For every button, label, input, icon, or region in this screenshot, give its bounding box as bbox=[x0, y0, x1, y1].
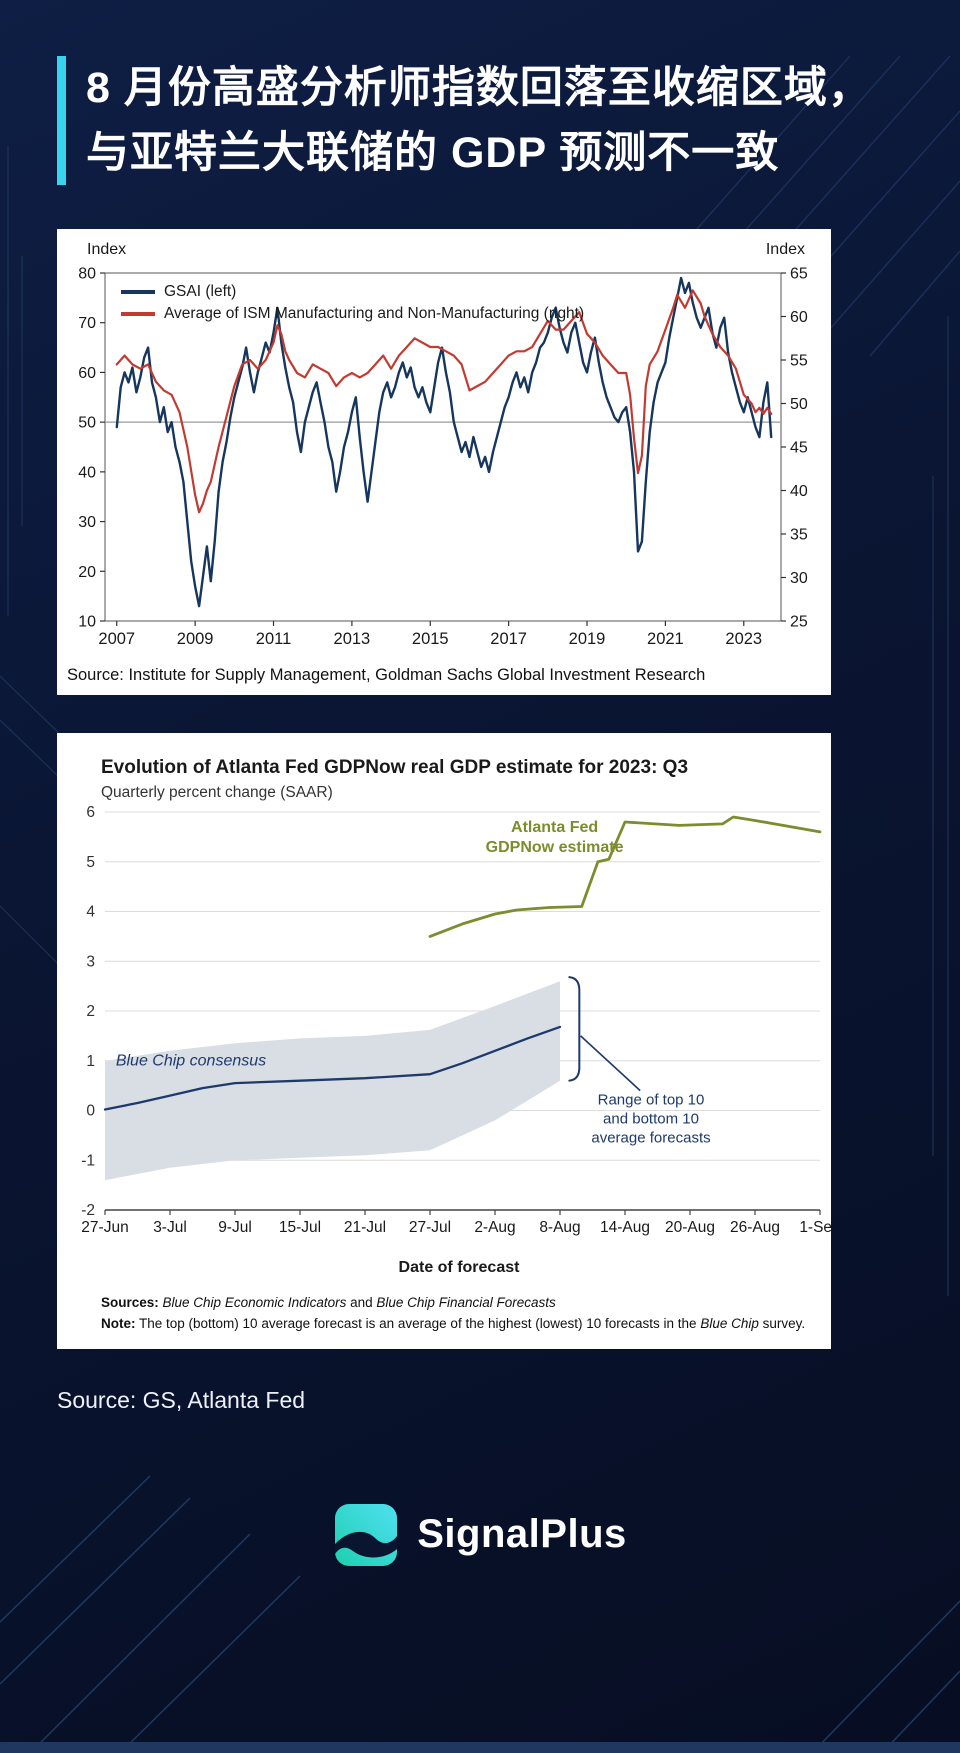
page-title: 8 月份高盛分析师指数回落至收缩区域， 与亚特兰大联储的 GDP 预测不一致 bbox=[86, 56, 872, 185]
headline: 8 月份高盛分析师指数回落至收缩区域， 与亚特兰大联储的 GDP 预测不一致 bbox=[57, 56, 920, 185]
note-text-1: The top (bottom) 10 average forecast is … bbox=[135, 1315, 701, 1331]
note-text-2: survey. bbox=[758, 1315, 806, 1331]
note-italic: Blue Chip bbox=[700, 1315, 759, 1331]
svg-text:80: 80 bbox=[78, 266, 96, 283]
svg-text:2019: 2019 bbox=[569, 630, 606, 648]
sources-italic-2: Blue Chip Financial Forecasts bbox=[376, 1295, 556, 1310]
svg-text:20-Aug: 20-Aug bbox=[665, 1219, 715, 1236]
gdpnow-x-axis-label: Date of forecast bbox=[398, 1259, 520, 1276]
page-title-line-1: 8 月份高盛分析师指数回落至收缩区域， bbox=[86, 64, 872, 112]
chart-legend: GSAI (left) Average of ISM Manufacturing… bbox=[121, 283, 584, 323]
svg-text:-2: -2 bbox=[81, 1202, 95, 1219]
sources-label: Sources: bbox=[101, 1295, 159, 1310]
svg-text:50: 50 bbox=[790, 396, 808, 413]
svg-text:1-Sep: 1-Sep bbox=[799, 1219, 831, 1236]
svg-text:0: 0 bbox=[86, 1103, 95, 1120]
svg-text:2: 2 bbox=[86, 1003, 95, 1020]
svg-text:2009: 2009 bbox=[177, 630, 214, 648]
gsai-chart-area: 80 70 60 50 40 30 20 10 65 60 55 50 45 40 35 30 25 2007 20… bbox=[57, 259, 831, 660]
gdpnow-chart-title: Evolution of Atlanta Fed GDPNow real GDP… bbox=[101, 757, 689, 778]
legend-label-gsai: GSAI (left) bbox=[164, 283, 237, 300]
chart-panel-gsai: Index Index 80 70 60 50 40 30 20 10 65 60 55 50 45 40… bbox=[57, 229, 831, 695]
svg-text:1: 1 bbox=[86, 1053, 95, 1070]
ism-line-swatch bbox=[121, 312, 155, 316]
legend-label-ism: Average of ISM Manufacturing and Non-Man… bbox=[164, 305, 585, 322]
svg-text:45: 45 bbox=[790, 440, 808, 457]
signalplus-logo-icon bbox=[335, 1503, 398, 1566]
svg-text:5: 5 bbox=[86, 854, 95, 871]
svg-text:3: 3 bbox=[86, 953, 95, 970]
svg-text:2021: 2021 bbox=[647, 630, 684, 648]
svg-text:2023: 2023 bbox=[725, 630, 762, 648]
svg-text:and bottom 10: and bottom 10 bbox=[603, 1111, 699, 1128]
svg-text:2017: 2017 bbox=[490, 630, 527, 648]
gdpnow-sources-line: Sources: Blue Chip Economic Indicators a… bbox=[101, 1293, 807, 1314]
gdpnow-line-chart: 6 5 4 3 2 1 0 -1 -227-Jun 3-Jul 9-Jul 15-Jul 21-Jul 2… bbox=[81, 804, 840, 1236]
svg-text:-1: -1 bbox=[81, 1152, 95, 1169]
svg-text:60: 60 bbox=[790, 309, 808, 326]
svg-text:65: 65 bbox=[790, 266, 808, 283]
svg-text:35: 35 bbox=[790, 527, 808, 544]
svg-text:GDPNow estimate: GDPNow estimate bbox=[486, 839, 624, 856]
brand-footer: SignalPlus bbox=[0, 1502, 960, 1568]
svg-text:26-Aug: 26-Aug bbox=[730, 1219, 780, 1236]
gsai-line-swatch bbox=[121, 290, 155, 294]
left-axis-title: Index bbox=[87, 241, 127, 258]
page-source-caption: Source: GS, Atlanta Fed bbox=[57, 1386, 306, 1413]
svg-text:2007: 2007 bbox=[98, 630, 135, 648]
svg-text:20: 20 bbox=[78, 564, 96, 581]
svg-text:8-Aug: 8-Aug bbox=[539, 1219, 580, 1236]
sources-italic-1: Blue Chip Economic Indicators bbox=[158, 1295, 347, 1310]
chart-panel-gdpnow: Evolution of Atlanta Fed GDPNow real GDP… bbox=[57, 733, 841, 1349]
gsai-chart-source: Source: Institute for Supply Management,… bbox=[67, 666, 706, 684]
svg-text:27-Jul: 27-Jul bbox=[409, 1219, 451, 1236]
note-label: Note: bbox=[101, 1315, 136, 1331]
svg-text:30: 30 bbox=[790, 570, 808, 587]
svg-text:2-Aug: 2-Aug bbox=[474, 1219, 515, 1236]
svg-text:2015: 2015 bbox=[412, 630, 449, 648]
gdpnow-chart-footer: Sources: Blue Chip Economic Indicators a… bbox=[57, 1277, 831, 1335]
gdpnow-chart-subtitle: Quarterly percent change (SAAR) bbox=[101, 784, 333, 801]
svg-text:40: 40 bbox=[790, 483, 808, 500]
svg-text:6: 6 bbox=[86, 804, 95, 821]
page-title-line-2: 与亚特兰大联储的 GDP 预测不一致 bbox=[86, 128, 780, 177]
svg-text:14-Aug: 14-Aug bbox=[600, 1219, 650, 1236]
sources-and: and bbox=[346, 1295, 377, 1310]
svg-text:average forecasts: average forecasts bbox=[591, 1130, 710, 1147]
svg-text:2011: 2011 bbox=[256, 630, 291, 648]
gsai-ism-line-chart: 80 70 60 50 40 30 20 10 65 60 55 50 45 40 35 30 25 2007 20… bbox=[78, 266, 808, 649]
legend-item-gsai: GSAI (left) bbox=[121, 283, 584, 301]
right-axis-title: Index bbox=[765, 241, 805, 258]
svg-text:Atlanta Fed: Atlanta Fed bbox=[511, 819, 598, 836]
gdpnow-note-line: Note: The top (bottom) 10 average foreca… bbox=[101, 1314, 807, 1335]
svg-text:4: 4 bbox=[86, 904, 95, 921]
svg-text:50: 50 bbox=[78, 415, 96, 432]
legend-item-ism: Average of ISM Manufacturing and Non-Man… bbox=[121, 305, 584, 323]
svg-text:2013: 2013 bbox=[334, 630, 371, 648]
svg-text:70: 70 bbox=[78, 315, 96, 332]
svg-text:55: 55 bbox=[790, 353, 808, 370]
svg-text:15-Jul: 15-Jul bbox=[279, 1219, 321, 1236]
svg-text:Range of top 10: Range of top 10 bbox=[598, 1092, 705, 1109]
svg-text:3-Jul: 3-Jul bbox=[153, 1219, 187, 1236]
svg-text:30: 30 bbox=[78, 514, 96, 531]
axis-titles-row: Index Index bbox=[57, 239, 831, 259]
brand-name: SignalPlus bbox=[417, 1512, 627, 1557]
title-accent-bar bbox=[57, 56, 66, 185]
svg-text:10: 10 bbox=[78, 614, 96, 631]
svg-text:9-Jul: 9-Jul bbox=[218, 1219, 252, 1236]
svg-text:25: 25 bbox=[790, 614, 808, 631]
svg-text:40: 40 bbox=[78, 464, 96, 481]
svg-text:Blue Chip consensus: Blue Chip consensus bbox=[116, 1053, 266, 1070]
svg-text:60: 60 bbox=[78, 365, 96, 382]
svg-text:21-Jul: 21-Jul bbox=[344, 1219, 386, 1236]
svg-text:27-Jun: 27-Jun bbox=[81, 1219, 128, 1236]
